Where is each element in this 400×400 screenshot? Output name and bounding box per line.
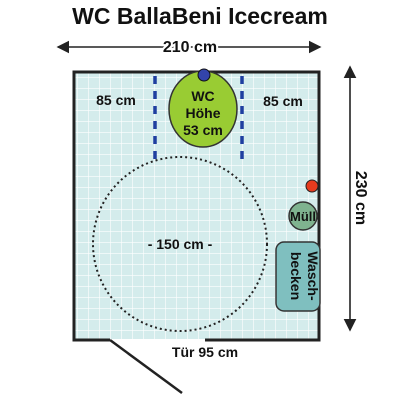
sink <box>275 241 321 312</box>
waste-bin-label: Müll <box>290 209 316 224</box>
waste-bin <box>288 201 318 231</box>
turning-circle <box>92 156 268 332</box>
alarm-button <box>305 179 319 193</box>
toilet-label-2: Höhe <box>186 105 221 121</box>
right-clearance-label: 85 cm <box>263 93 303 109</box>
door-label: Tür 95 cm <box>172 344 238 360</box>
turning-circle-label: - 150 cm - <box>148 236 213 252</box>
toilet-label-3: 53 cm <box>183 122 223 138</box>
sink-label-1: Wasch- <box>305 251 321 301</box>
height-label: 230 cm <box>352 171 369 225</box>
left-clearance-label: 85 cm <box>96 92 136 108</box>
width-label: 210 cm <box>163 39 217 56</box>
door <box>109 338 183 395</box>
sink-label-2: becken <box>288 252 304 300</box>
flush-button <box>197 68 211 82</box>
page-title: WC BallaBeni Icecream <box>72 3 328 29</box>
toilet-label-1: WC <box>191 88 214 104</box>
